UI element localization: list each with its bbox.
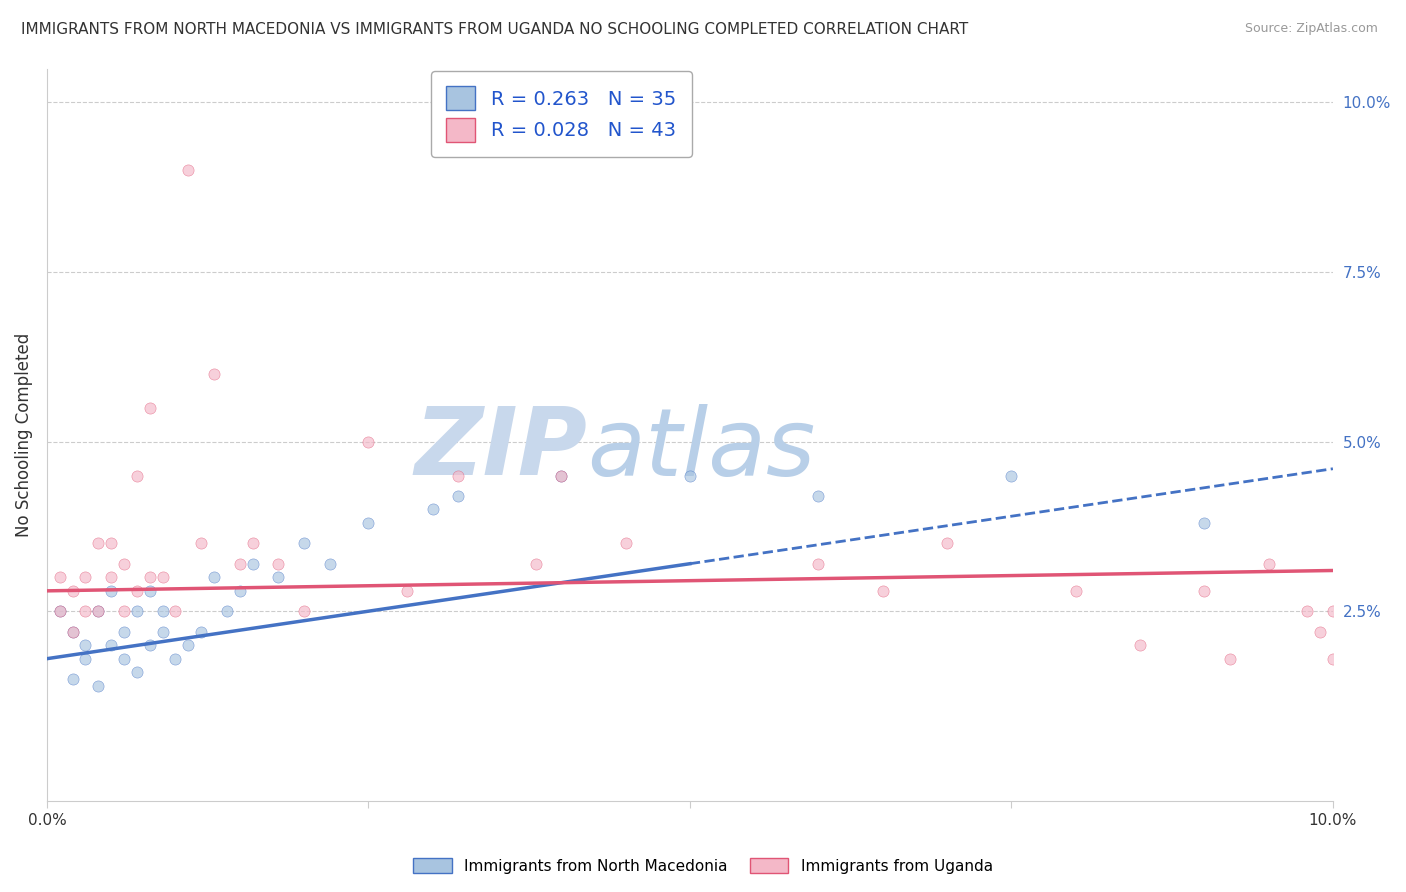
- Point: [165, 604, 187, 618]
- Point: [62, 672, 84, 686]
- Point: [357, 434, 380, 449]
- Point: [1322, 604, 1344, 618]
- Point: [125, 665, 148, 680]
- Point: [267, 557, 290, 571]
- Point: [524, 557, 547, 571]
- Point: [202, 367, 225, 381]
- Point: [1000, 468, 1022, 483]
- Point: [75, 604, 97, 618]
- Point: [1219, 651, 1241, 665]
- Point: [872, 583, 894, 598]
- Point: [100, 638, 122, 652]
- Y-axis label: No Schooling Completed: No Schooling Completed: [15, 333, 32, 537]
- Point: [447, 489, 470, 503]
- Point: [1322, 651, 1344, 665]
- Point: [1296, 604, 1319, 618]
- Point: [100, 583, 122, 598]
- Point: [357, 516, 380, 530]
- Point: [679, 468, 702, 483]
- Text: IMMIGRANTS FROM NORTH MACEDONIA VS IMMIGRANTS FROM UGANDA NO SCHOOLING COMPLETED: IMMIGRANTS FROM NORTH MACEDONIA VS IMMIG…: [21, 22, 969, 37]
- Point: [125, 604, 148, 618]
- Point: [1309, 624, 1331, 639]
- Point: [87, 679, 110, 693]
- Point: [422, 502, 444, 516]
- Point: [229, 583, 252, 598]
- Point: [87, 604, 110, 618]
- Point: [177, 638, 200, 652]
- Point: [807, 489, 830, 503]
- Point: [112, 651, 135, 665]
- Point: [1064, 583, 1087, 598]
- Point: [190, 536, 212, 550]
- Point: [48, 570, 70, 584]
- Point: [48, 604, 70, 618]
- Point: [242, 557, 264, 571]
- Point: [75, 638, 97, 652]
- Text: ZIP: ZIP: [415, 403, 588, 495]
- Point: [319, 557, 342, 571]
- Point: [807, 557, 830, 571]
- Point: [447, 468, 470, 483]
- Point: [550, 468, 572, 483]
- Point: [1129, 638, 1152, 652]
- Point: [87, 536, 110, 550]
- Point: [139, 570, 162, 584]
- Point: [62, 624, 84, 639]
- Point: [177, 163, 200, 178]
- Point: [614, 536, 637, 550]
- Point: [292, 536, 315, 550]
- Legend: R = 0.263   N = 35, R = 0.028   N = 43: R = 0.263 N = 35, R = 0.028 N = 43: [430, 71, 692, 157]
- Point: [267, 570, 290, 584]
- Legend: Immigrants from North Macedonia, Immigrants from Uganda: Immigrants from North Macedonia, Immigra…: [408, 852, 998, 880]
- Point: [1194, 516, 1216, 530]
- Point: [1257, 557, 1279, 571]
- Point: [395, 583, 418, 598]
- Point: [75, 570, 97, 584]
- Point: [550, 468, 572, 483]
- Point: [112, 557, 135, 571]
- Point: [215, 604, 238, 618]
- Point: [202, 570, 225, 584]
- Point: [75, 651, 97, 665]
- Point: [100, 536, 122, 550]
- Point: [48, 604, 70, 618]
- Point: [165, 651, 187, 665]
- Point: [1194, 583, 1216, 598]
- Point: [87, 604, 110, 618]
- Point: [190, 624, 212, 639]
- Point: [112, 624, 135, 639]
- Point: [152, 570, 174, 584]
- Point: [62, 583, 84, 598]
- Point: [292, 604, 315, 618]
- Point: [936, 536, 959, 550]
- Point: [242, 536, 264, 550]
- Point: [152, 604, 174, 618]
- Point: [139, 401, 162, 415]
- Text: atlas: atlas: [588, 404, 815, 495]
- Point: [152, 624, 174, 639]
- Point: [62, 624, 84, 639]
- Point: [112, 604, 135, 618]
- Point: [125, 583, 148, 598]
- Point: [139, 583, 162, 598]
- Text: Source: ZipAtlas.com: Source: ZipAtlas.com: [1244, 22, 1378, 36]
- Point: [229, 557, 252, 571]
- Point: [125, 468, 148, 483]
- Point: [100, 570, 122, 584]
- Point: [139, 638, 162, 652]
